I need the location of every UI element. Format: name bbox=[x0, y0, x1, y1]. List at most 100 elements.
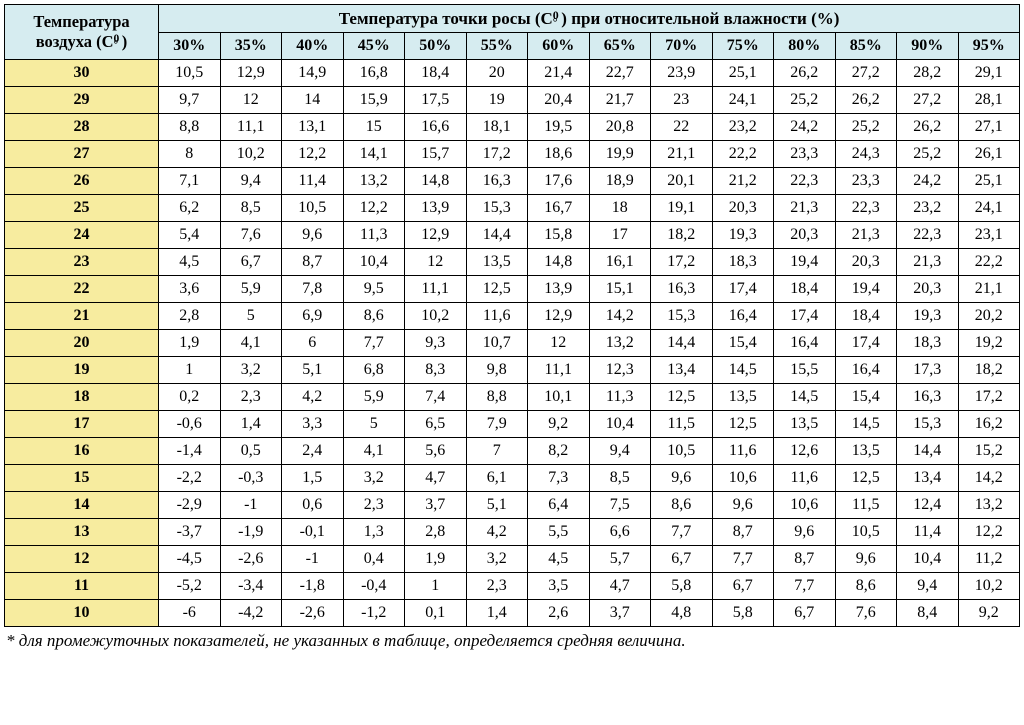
cell: 15,3 bbox=[466, 195, 528, 222]
cell: 2,8 bbox=[405, 519, 467, 546]
cell: 8,6 bbox=[835, 573, 897, 600]
cell: 23,2 bbox=[897, 195, 959, 222]
cell: 7,4 bbox=[405, 384, 467, 411]
cell: 14,5 bbox=[835, 411, 897, 438]
cell: 14,4 bbox=[466, 222, 528, 249]
cell: 10,4 bbox=[343, 249, 405, 276]
cell: 2,3 bbox=[220, 384, 282, 411]
cell: 5,5 bbox=[528, 519, 590, 546]
cell: 11,3 bbox=[589, 384, 651, 411]
cell: 13,1 bbox=[282, 114, 344, 141]
row-header-title-l1: Температура bbox=[33, 12, 129, 31]
cell: 2,3 bbox=[466, 573, 528, 600]
cell: 11,1 bbox=[405, 276, 467, 303]
cell: 3,7 bbox=[589, 600, 651, 627]
cell: 13,5 bbox=[466, 249, 528, 276]
cell: 7,7 bbox=[343, 330, 405, 357]
cell: 11,6 bbox=[712, 438, 774, 465]
table-row: 234,56,78,710,41213,514,816,117,218,319,… bbox=[5, 249, 1020, 276]
cell: 3,5 bbox=[528, 573, 590, 600]
cell: 19 bbox=[466, 87, 528, 114]
cell: 4,2 bbox=[282, 384, 344, 411]
cell: 13,9 bbox=[405, 195, 467, 222]
cell: 12,4 bbox=[897, 492, 959, 519]
cell: 3,7 bbox=[405, 492, 467, 519]
cell: 18,2 bbox=[958, 357, 1020, 384]
cell: 11,6 bbox=[774, 465, 836, 492]
cell: 14,4 bbox=[651, 330, 713, 357]
cell: 19,3 bbox=[897, 303, 959, 330]
cell: 1,9 bbox=[405, 546, 467, 573]
cell: 21,2 bbox=[712, 168, 774, 195]
cell: 21,1 bbox=[651, 141, 713, 168]
cell: 8,2 bbox=[528, 438, 590, 465]
cell: 7,8 bbox=[282, 276, 344, 303]
cell: 5,4 bbox=[159, 222, 221, 249]
cell: 11,4 bbox=[282, 168, 344, 195]
cell: 27,2 bbox=[897, 87, 959, 114]
cell: 1 bbox=[159, 357, 221, 384]
cell: 6,5 bbox=[405, 411, 467, 438]
cell: 21,1 bbox=[958, 276, 1020, 303]
cell: 24,3 bbox=[835, 141, 897, 168]
cell: 2,6 bbox=[528, 600, 590, 627]
cell: 9,6 bbox=[774, 519, 836, 546]
cell: 7,7 bbox=[651, 519, 713, 546]
cell: 18,3 bbox=[712, 249, 774, 276]
cell: 8,7 bbox=[282, 249, 344, 276]
cell: 9,6 bbox=[712, 492, 774, 519]
cell: 4,5 bbox=[528, 546, 590, 573]
cell: -0,6 bbox=[159, 411, 221, 438]
cell: 29,1 bbox=[958, 60, 1020, 87]
cell: 12,5 bbox=[835, 465, 897, 492]
cell: 8,8 bbox=[159, 114, 221, 141]
cell: 27,1 bbox=[958, 114, 1020, 141]
cell: 12,9 bbox=[528, 303, 590, 330]
row-header: 28 bbox=[5, 114, 159, 141]
cell: 14 bbox=[282, 87, 344, 114]
row-header: 17 bbox=[5, 411, 159, 438]
cell: 12,5 bbox=[712, 411, 774, 438]
cell: 16,6 bbox=[405, 114, 467, 141]
cell: 0,6 bbox=[282, 492, 344, 519]
cell: 21,7 bbox=[589, 87, 651, 114]
cell: 14,1 bbox=[343, 141, 405, 168]
cell: 4,8 bbox=[651, 600, 713, 627]
cell: 16,3 bbox=[466, 168, 528, 195]
cell: 10,2 bbox=[958, 573, 1020, 600]
cell: 15,2 bbox=[958, 438, 1020, 465]
cell: 26,2 bbox=[897, 114, 959, 141]
cell: 15,1 bbox=[589, 276, 651, 303]
row-header: 10 bbox=[5, 600, 159, 627]
cell: -1 bbox=[220, 492, 282, 519]
cell: 15,4 bbox=[835, 384, 897, 411]
cell: -4,2 bbox=[220, 600, 282, 627]
cell: 10,2 bbox=[405, 303, 467, 330]
cell: 14,5 bbox=[712, 357, 774, 384]
cell: 9,8 bbox=[466, 357, 528, 384]
cell: 26,1 bbox=[958, 141, 1020, 168]
cell: 19,5 bbox=[528, 114, 590, 141]
cell: 19,4 bbox=[835, 276, 897, 303]
table-row: 17-0,61,43,356,57,99,210,411,512,513,514… bbox=[5, 411, 1020, 438]
cell: 17,4 bbox=[774, 303, 836, 330]
cell: 9,3 bbox=[405, 330, 467, 357]
cell: 15,7 bbox=[405, 141, 467, 168]
cell: 20,8 bbox=[589, 114, 651, 141]
cell: 15,8 bbox=[528, 222, 590, 249]
cell: 15,3 bbox=[651, 303, 713, 330]
cell: 23 bbox=[651, 87, 713, 114]
cell: 14,4 bbox=[897, 438, 959, 465]
cell: -2,6 bbox=[220, 546, 282, 573]
cell: 15,9 bbox=[343, 87, 405, 114]
cell: 6,7 bbox=[774, 600, 836, 627]
cell: 11,2 bbox=[958, 546, 1020, 573]
cell: 9,2 bbox=[958, 600, 1020, 627]
table-row: 1913,25,16,88,39,811,112,313,414,515,516… bbox=[5, 357, 1020, 384]
cell: 9,6 bbox=[282, 222, 344, 249]
row-header: 22 bbox=[5, 276, 159, 303]
cell: 14,2 bbox=[589, 303, 651, 330]
cell: 17,5 bbox=[405, 87, 467, 114]
cell: 12,2 bbox=[958, 519, 1020, 546]
cell: 16,2 bbox=[958, 411, 1020, 438]
